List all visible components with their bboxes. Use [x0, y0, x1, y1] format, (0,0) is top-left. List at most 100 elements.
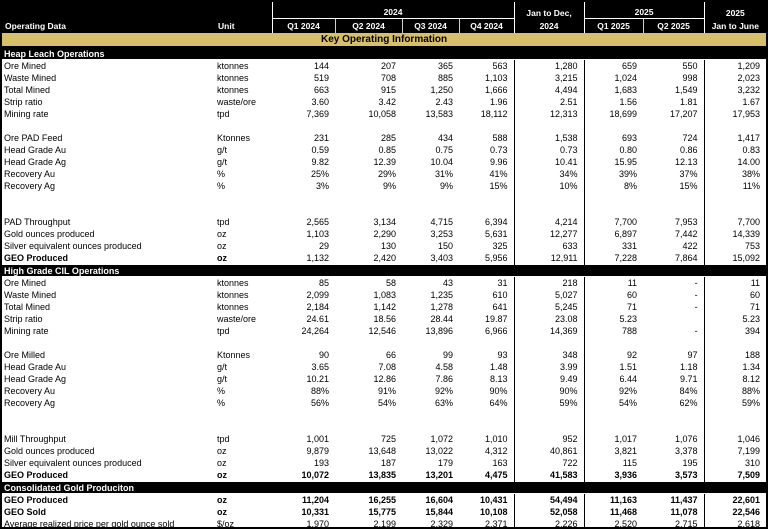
table-title-row: Key Operating Information [2, 33, 766, 48]
value-cell-janjune: 7,509 [703, 469, 766, 482]
blank-cell [584, 337, 704, 349]
value-cell-q2: 3,134 [373, 217, 396, 227]
table-row: Mining rate tpd 7,369 10,058 13,583 18,112 12,… [2, 108, 766, 120]
row-label: Recovery Au [4, 169, 56, 179]
blank-cell [584, 120, 704, 132]
value-cell-q3: 4.58 [435, 362, 453, 372]
blank-cell [703, 120, 766, 132]
section-title: Consolidated Gold Produciton [2, 481, 766, 494]
row-label: Ore Mined [4, 61, 47, 71]
value-cell-q3: 13,583 [425, 109, 453, 119]
header-q4-2024: Q4 2024 [458, 18, 515, 33]
value-cell-q2: 15,775 [368, 507, 396, 517]
value-cell-q125: 6,897 [614, 229, 638, 239]
value-cell-q2: 13,648 [368, 446, 396, 456]
value-cell-q3: 99 [442, 350, 453, 360]
row-label: Waste Mined [4, 290, 57, 300]
spacer-row [2, 337, 766, 349]
table-row: Head Grade Ag g/t 10.21 12.86 7.86 8.13 9.49 6.… [2, 373, 766, 385]
value-cell-q2: 207 [380, 61, 396, 71]
value-cell-jandec: 10% [513, 180, 585, 192]
value-cell-janjune: 8.12 [703, 373, 766, 385]
row-label: Gold ounces produced [4, 229, 95, 239]
value-cell-q225: 7,953 [675, 217, 698, 227]
value-cell-q225: 3,378 [675, 446, 698, 456]
row-label: Average realized price per gold ounce so… [4, 519, 175, 529]
table-row: Mill Throughput tpd 1,001 725 1,072 1,010 952 1… [2, 433, 766, 445]
value-cell-q1: 24,264 [301, 326, 329, 336]
row-unit: % [217, 169, 226, 179]
value-cell-q225: 0.86 [680, 145, 698, 155]
value-cell-q3: 2,329 [430, 519, 453, 529]
value-cell-q4: 31 [497, 278, 508, 288]
value-cell-q4: 6,966 [485, 326, 508, 336]
row-label: Strip ratio [4, 314, 43, 324]
value-cell-jandec: 5,245 [513, 301, 585, 313]
value-cell-janjune: 5.23 [703, 313, 766, 325]
value-cell-q1: 24.61 [306, 314, 329, 324]
header-group-2025: 2025 [583, 2, 705, 19]
value-cell-q2: 7.08 [378, 362, 396, 372]
value-cell-q225: 12.13 [675, 157, 698, 167]
row-unit: tpd [217, 434, 230, 444]
value-cell-q225: - [694, 326, 698, 336]
value-cell-q2: 2,290 [373, 229, 396, 239]
table-row: PAD Throughput tpd 2,565 3,134 4,715 6,394 4,2… [2, 216, 766, 228]
value-cell-jandec: 9.49 [513, 373, 585, 385]
value-cell-q4: 6,394 [485, 217, 508, 227]
row-unit: ktonnes [217, 278, 249, 288]
row-unit: Ktonnes [217, 350, 251, 360]
value-cell-q1: 9.82 [311, 157, 329, 167]
value-cell-q2: 58 [385, 278, 396, 288]
value-cell-q225: 1,076 [675, 434, 698, 444]
value-cell-q1: 88% [310, 386, 329, 396]
header-q1-2025: Q1 2025 [583, 18, 644, 33]
value-cell-q3: 31% [434, 169, 453, 179]
value-cell-q125: 11 [627, 278, 638, 288]
table-row: Total Mined ktonnes 2,184 1,142 1,278 641 5,24… [2, 301, 766, 313]
value-cell-q2: 12.39 [373, 157, 396, 167]
value-cell-jandec: 952 [513, 433, 585, 445]
table-title: Key Operating Information [2, 33, 766, 48]
value-cell-q125: 1,683 [614, 85, 638, 95]
row-unit: g/t [217, 362, 228, 372]
value-cell-jandec: 1,538 [513, 132, 585, 144]
value-cell-jandec: 23.08 [513, 313, 585, 325]
value-cell-q125: 3,936 [614, 470, 638, 480]
row-label: Recovery Au [4, 386, 56, 396]
value-cell-q4: 93 [497, 350, 508, 360]
blank-cell [703, 409, 766, 421]
row-label: Ore Mined [4, 278, 47, 288]
value-cell-q225: 62% [679, 398, 698, 408]
value-cell-q3: 13,896 [425, 326, 453, 336]
value-cell-janjune: 0.83 [703, 144, 766, 156]
value-cell-q4: 641 [492, 302, 508, 312]
value-cell-q3: 1,250 [430, 85, 453, 95]
row-label: Mill Throughput [4, 434, 66, 444]
value-cell-q125: 659 [622, 61, 638, 71]
table-row: Recovery Ag% 56% 54% 63% 64% 59% 54% 62% 59% [2, 397, 766, 409]
value-cell-jandec: 40,861 [513, 445, 585, 457]
value-cell-q2: 187 [380, 458, 396, 468]
table-row: Ore PAD Feed Ktonnes 231 285 434 588 1,538 693 7… [2, 132, 766, 144]
value-cell-q225: 7,442 [675, 229, 698, 239]
value-cell-q3: 885 [437, 73, 453, 83]
value-cell-q225: 11,078 [670, 507, 698, 517]
row-unit: ktonnes [217, 302, 249, 312]
value-cell-q4: 10,431 [480, 495, 508, 505]
value-cell-q1: 519 [313, 73, 329, 83]
header-q3-2024: Q3 2024 [401, 18, 459, 33]
table-row: Gold ounces produced oz 9,879 13,648 13,022 4… [2, 445, 766, 457]
value-cell-q125: 1.51 [619, 362, 638, 372]
table-row: Mining rate tpd 24,264 12,546 13,896 6,966 14,… [2, 325, 766, 337]
value-cell-jandec: 3,215 [513, 72, 585, 84]
blank-cell [584, 409, 704, 421]
value-cell-q125: 1.56 [619, 97, 638, 107]
header-q1-2024: Q1 2024 [271, 18, 335, 33]
value-cell-q2: 16,255 [368, 495, 396, 505]
value-cell-q225: 195 [682, 458, 698, 468]
value-cell-q4: 325 [492, 241, 508, 251]
value-cell-q4: 4,312 [485, 446, 508, 456]
value-cell-q2: 12,546 [368, 326, 396, 336]
row-unit: g/t [217, 145, 228, 155]
